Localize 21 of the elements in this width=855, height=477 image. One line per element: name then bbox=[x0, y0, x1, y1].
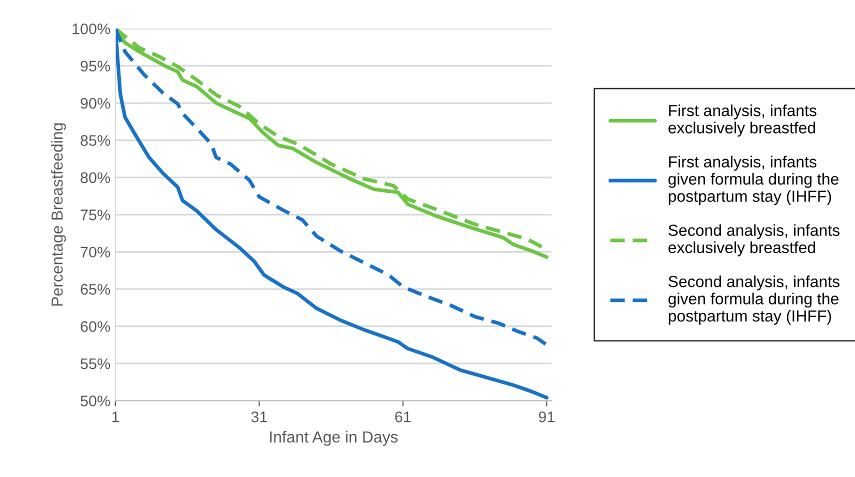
y-axis-title: Percentage Breastfeeding bbox=[51, 123, 66, 306]
y-tick-label: 55% bbox=[80, 358, 110, 370]
y-tick-label: 90% bbox=[80, 98, 110, 109]
y-tick-label: 60% bbox=[80, 321, 110, 332]
legend-label: Second analysis, infants exclusively breastfed bbox=[668, 224, 840, 256]
y-tick-label: 80% bbox=[80, 172, 110, 184]
y-tick-label: 85% bbox=[80, 135, 110, 146]
legend-label: First analysis, infants exclusively breastfed bbox=[668, 104, 816, 137]
y-tick-label: 75% bbox=[80, 210, 110, 220]
x-tick-label: 91 bbox=[538, 412, 554, 422]
y-tick-label: 100% bbox=[72, 23, 110, 34]
x-tick-label: 61 bbox=[395, 412, 411, 422]
x-tick-label: 31 bbox=[251, 412, 267, 422]
legend-label: Second analysis, infants given formula during the postpartum stay (IHFF) bbox=[668, 275, 840, 325]
x-axis-title: Infant Age in Days bbox=[270, 430, 398, 446]
legend-label: First analysis, infants given formula during the postpartum stay (IHFF) bbox=[668, 156, 838, 206]
y-tick-label: 95% bbox=[80, 60, 110, 72]
x-tick-label: 1 bbox=[112, 412, 119, 422]
y-tick-label: 70% bbox=[80, 246, 110, 258]
y-tick-label: 65% bbox=[80, 284, 110, 295]
y-tick-label: 50% bbox=[80, 396, 110, 406]
